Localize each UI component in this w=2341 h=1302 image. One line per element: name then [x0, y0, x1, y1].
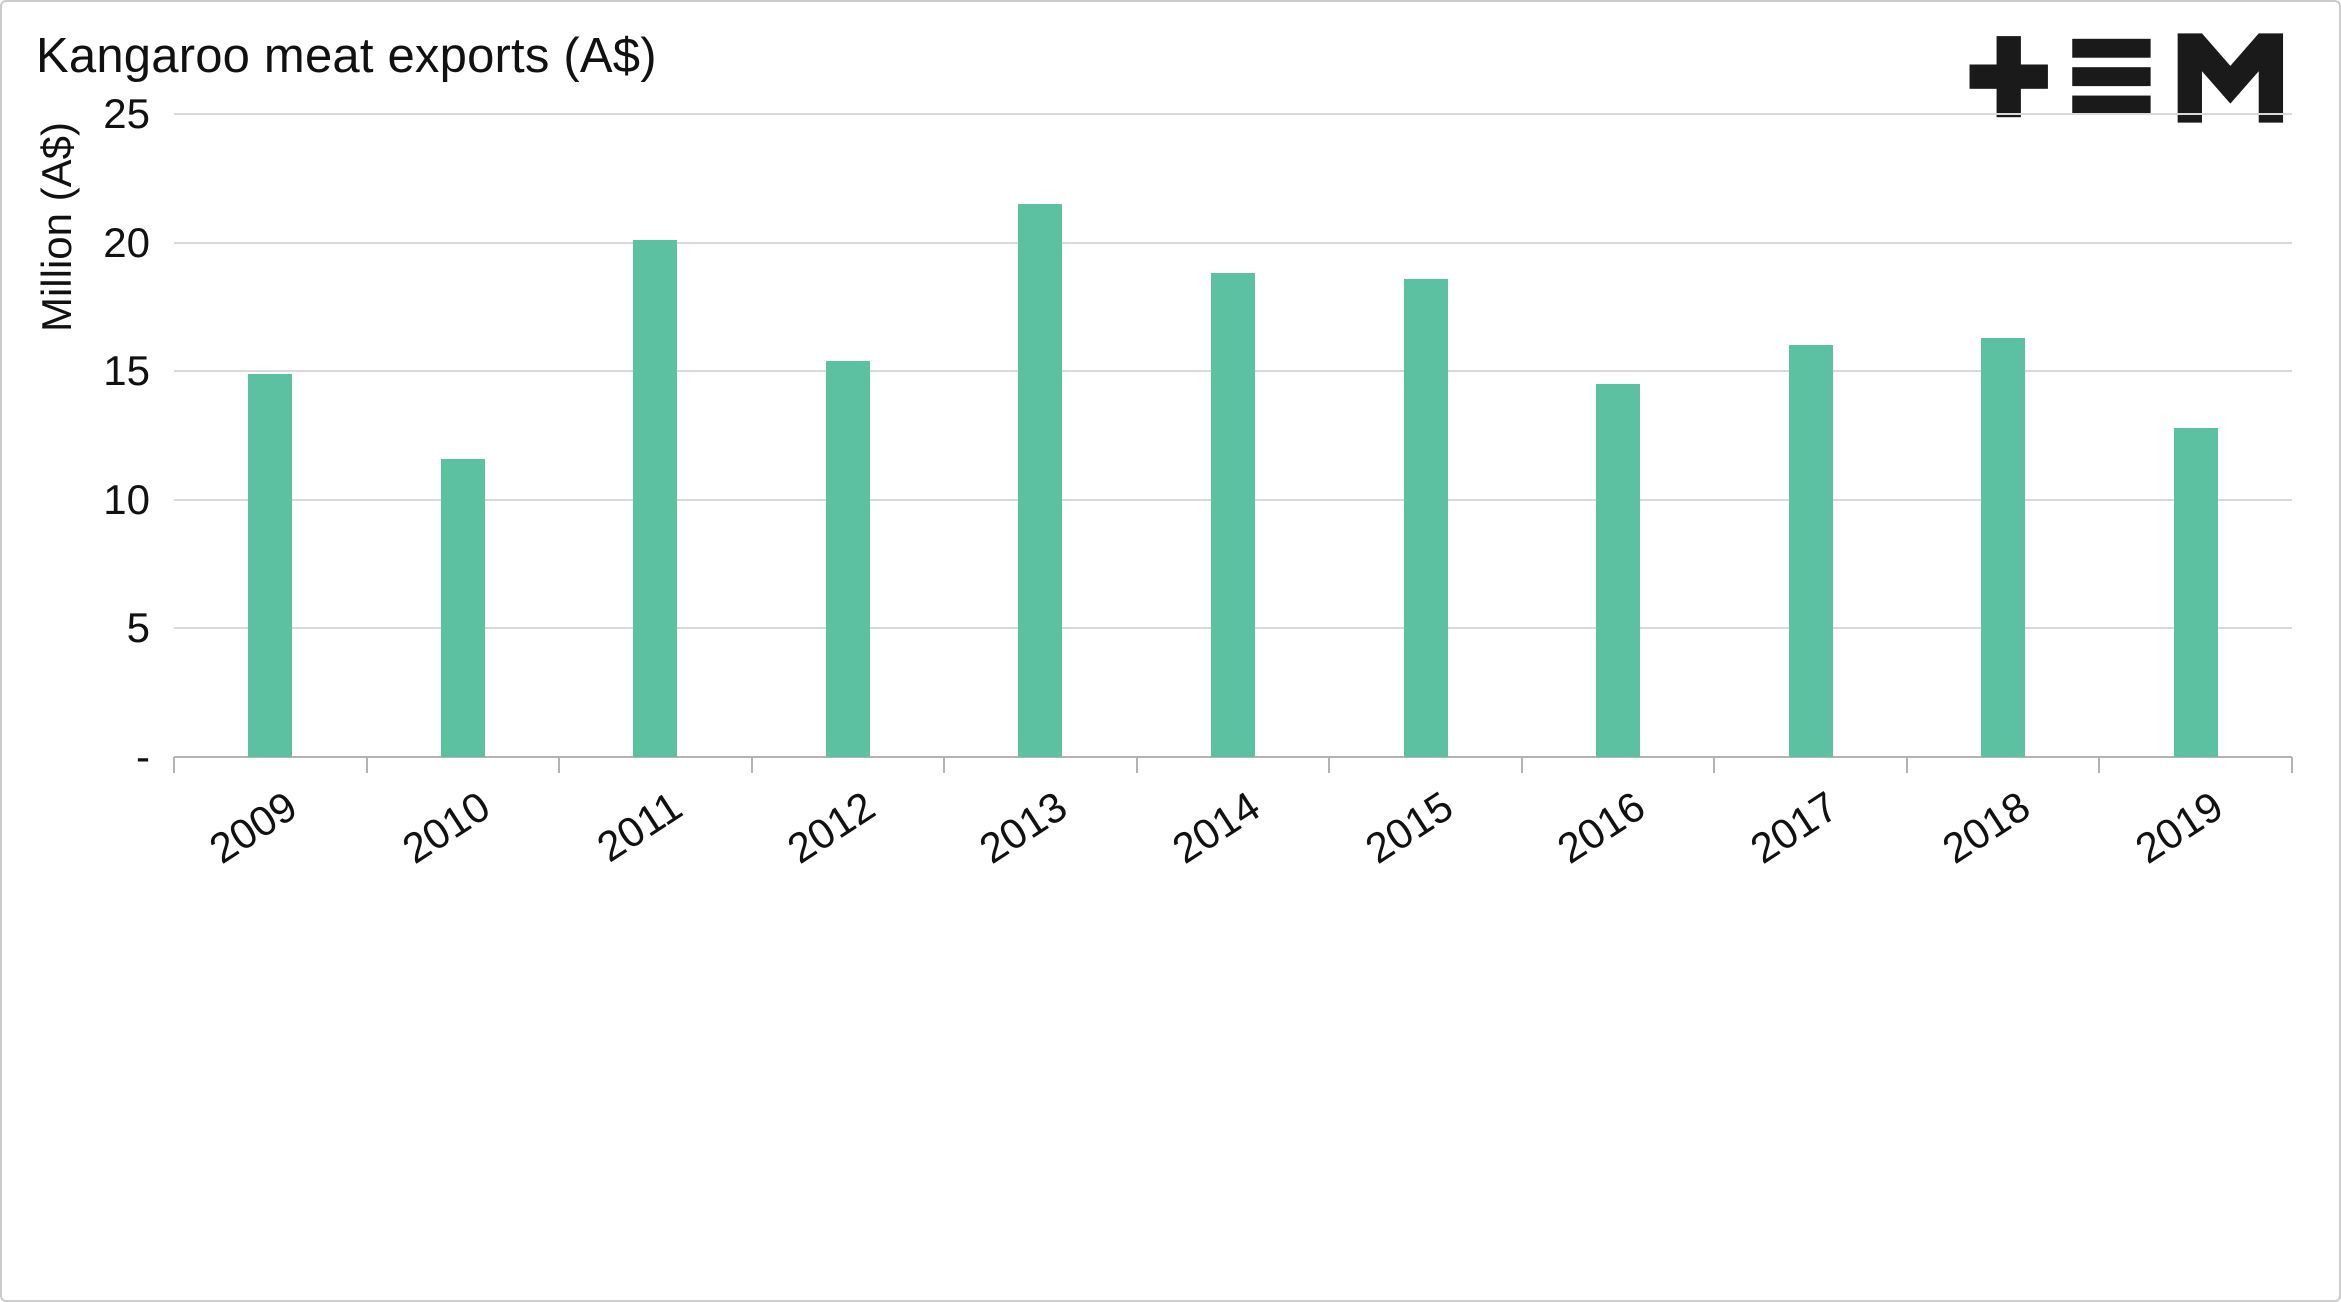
bar-2015 [1403, 278, 1448, 757]
x-tick-label-2017: 2017 [1741, 782, 1846, 873]
x-tick-label-2018: 2018 [1934, 782, 2039, 873]
bar-2009 [248, 373, 293, 757]
gridline-25 [174, 113, 2292, 115]
x-tick-label-2014: 2014 [1164, 782, 1269, 873]
bar-2016 [1596, 384, 1641, 757]
x-tick-label-2010: 2010 [393, 782, 498, 873]
x-axis-tick [1713, 757, 1716, 773]
x-axis-tick [558, 757, 561, 773]
chart-title: Kangaroo meat exports (A$) [36, 29, 657, 83]
x-tick-label-2013: 2013 [971, 782, 1076, 873]
bar-2012 [825, 360, 870, 757]
y-tick-label-25: 25 [103, 90, 150, 137]
x-axis-tick [173, 757, 175, 773]
y-tick-label-15: 15 [103, 347, 150, 395]
x-axis-tick [1905, 757, 1908, 773]
y-tick-label-5: 5 [126, 604, 150, 652]
x-axis-tick [1328, 757, 1331, 773]
y-tick-label-0: - [136, 733, 150, 780]
x-axis-tick [1135, 757, 1138, 773]
x-axis-tick [750, 757, 753, 773]
x-tick-label-2011: 2011 [589, 782, 691, 871]
y-tick-label-20: 20 [103, 218, 150, 266]
bar-2019 [2173, 427, 2218, 757]
y-tick-label-10: 10 [103, 475, 150, 523]
tem-logo-svg [1969, 33, 2284, 123]
bar-2014 [1211, 273, 1255, 757]
x-axis-tick [365, 757, 368, 773]
tem-logo-icon [1969, 28, 2289, 128]
x-axis-tick [2291, 757, 2293, 773]
x-axis-tick [943, 757, 946, 773]
bar-2013 [1018, 204, 1063, 757]
x-axis-line [174, 756, 2292, 758]
x-axis-tick [2098, 757, 2101, 773]
x-tick-label-2015: 2015 [1356, 782, 1461, 873]
bar-2018 [1981, 337, 2026, 757]
x-tick-label-2012: 2012 [778, 782, 883, 873]
x-tick-label-2019: 2019 [2126, 782, 2231, 873]
bar-2017 [1788, 345, 1833, 757]
bar-2011 [633, 240, 678, 757]
x-tick-label-2016: 2016 [1549, 782, 1654, 873]
gridline-20 [174, 241, 2292, 244]
x-tick-label-2009: 2009 [201, 782, 306, 873]
bar-2010 [440, 458, 485, 757]
x-axis-tick [1520, 757, 1523, 773]
